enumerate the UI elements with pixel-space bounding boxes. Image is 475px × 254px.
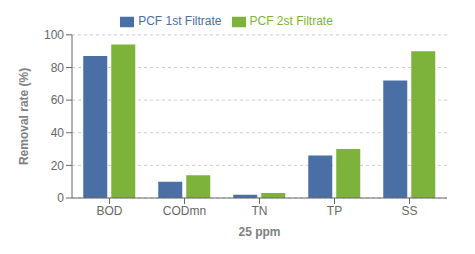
svg-text:Removal rate (%): Removal rate (%) bbox=[17, 68, 31, 165]
svg-text:20: 20 bbox=[51, 159, 65, 173]
svg-text:SS: SS bbox=[401, 204, 417, 218]
svg-text:0: 0 bbox=[57, 191, 64, 205]
svg-text:BOD: BOD bbox=[96, 204, 122, 218]
html-text:PCF 2st Filtrate: PCF 2st Filtrate bbox=[249, 14, 333, 28]
svg-text:CODmn: CODmn bbox=[163, 204, 206, 218]
svg-text:TN: TN bbox=[252, 204, 268, 218]
svg-text:TP: TP bbox=[327, 204, 342, 218]
svg-text:60: 60 bbox=[51, 93, 65, 107]
html-text:PCF 1st Filtrate: PCF 1st Filtrate bbox=[138, 14, 222, 28]
svg-text:100: 100 bbox=[44, 28, 64, 42]
svg-text:80: 80 bbox=[51, 61, 65, 75]
svg-text:40: 40 bbox=[51, 126, 65, 140]
svg-text:25 ppm: 25 ppm bbox=[238, 225, 280, 239]
